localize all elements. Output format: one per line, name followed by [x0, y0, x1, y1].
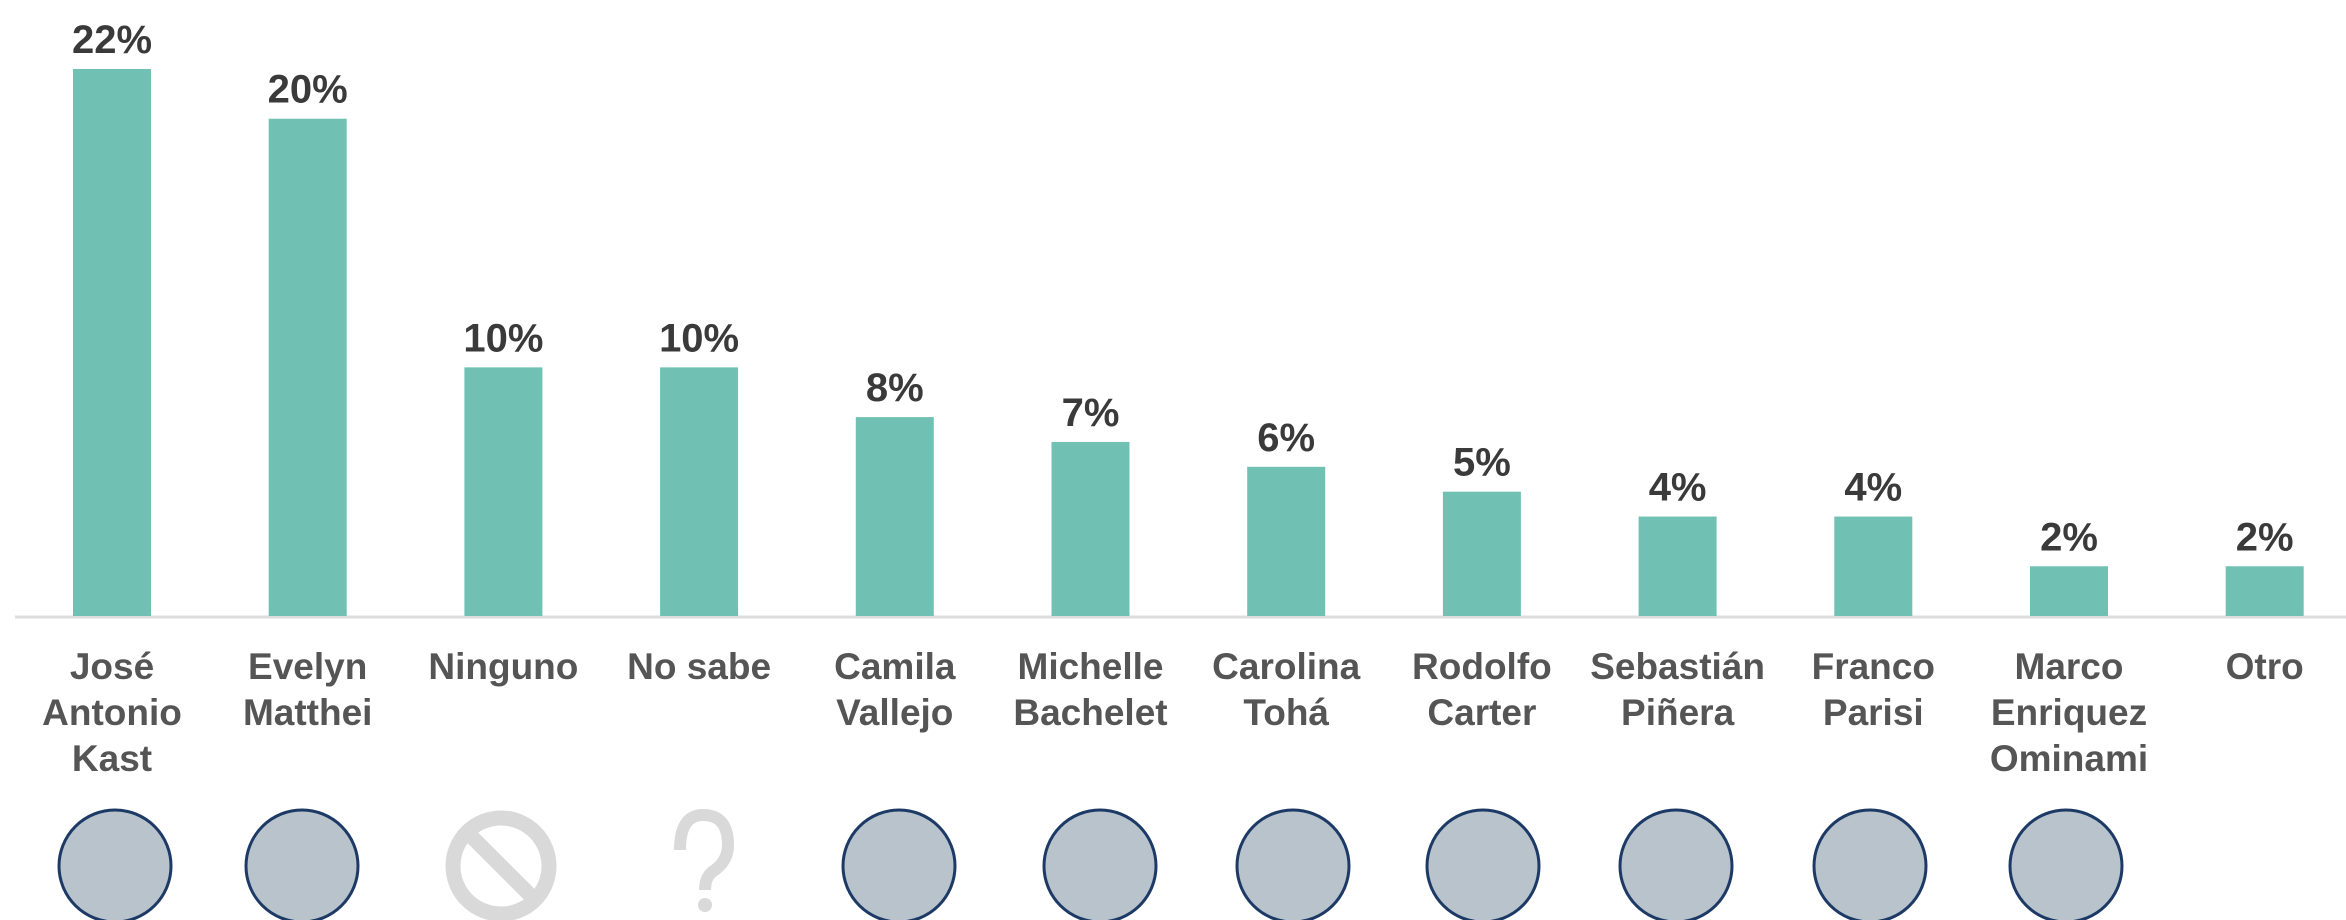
photo: [57, 808, 173, 920]
value-label: 2%: [2236, 515, 2294, 559]
bar: [464, 367, 543, 616]
bar: [1247, 466, 1326, 616]
x-tick-label: No sabe: [627, 646, 772, 687]
value-label: 4%: [1649, 466, 1707, 510]
photo: [1425, 808, 1541, 920]
photo: [1618, 808, 1734, 920]
none-icon: [445, 810, 557, 920]
value-label: 22%: [72, 18, 152, 62]
x-tick-label: Carolina Tohá: [1212, 646, 1361, 733]
photo: [244, 808, 360, 920]
value-label: 10%: [659, 316, 739, 360]
value-label: 20%: [268, 68, 348, 112]
photo: [2008, 808, 2124, 920]
bar: [2030, 566, 2108, 616]
bar: [1051, 441, 1130, 616]
photo: [1042, 808, 1158, 920]
value-label: 10%: [463, 316, 543, 360]
bar: [660, 367, 739, 616]
value-label: 5%: [1453, 441, 1511, 485]
x-tick-label: Evelyn Matthei: [242, 646, 373, 733]
x-tick-label: Otro: [2225, 646, 2304, 687]
bar: [73, 69, 151, 616]
value-label: 6%: [1257, 416, 1315, 460]
unknown-icon: [674, 808, 735, 891]
bar: [1442, 491, 1521, 616]
x-tick-label: Camila Vallejo: [834, 646, 956, 733]
photos: [57, 808, 2124, 920]
bar: [1638, 516, 1717, 616]
bar: [2225, 566, 2304, 616]
x-tick-label: Sebastián Piñera: [1590, 646, 1765, 733]
value-label: 4%: [1844, 466, 1902, 510]
x-tick-label: Franco Parisi: [1811, 646, 1935, 733]
bar: [1834, 516, 1913, 616]
x-tick-label: Michelle Bachelet: [1013, 646, 1168, 733]
value-label: 2%: [2040, 515, 2098, 559]
x-tick-label: Rodolfo Carter: [1412, 646, 1552, 733]
unknown-dot: [698, 898, 712, 912]
value-label: 8%: [866, 366, 924, 410]
bar: [855, 417, 934, 616]
photo: [841, 808, 957, 920]
x-tick-label: Ninguno: [428, 646, 579, 687]
photo: [1235, 808, 1351, 920]
photo: [1812, 808, 1928, 920]
x-tick-label: José Antonio Kast: [42, 646, 182, 779]
x-tick-label: Marco Enriquez Ominami: [1989, 646, 2149, 779]
value-label: 7%: [1062, 391, 1120, 435]
bar: [268, 118, 347, 617]
